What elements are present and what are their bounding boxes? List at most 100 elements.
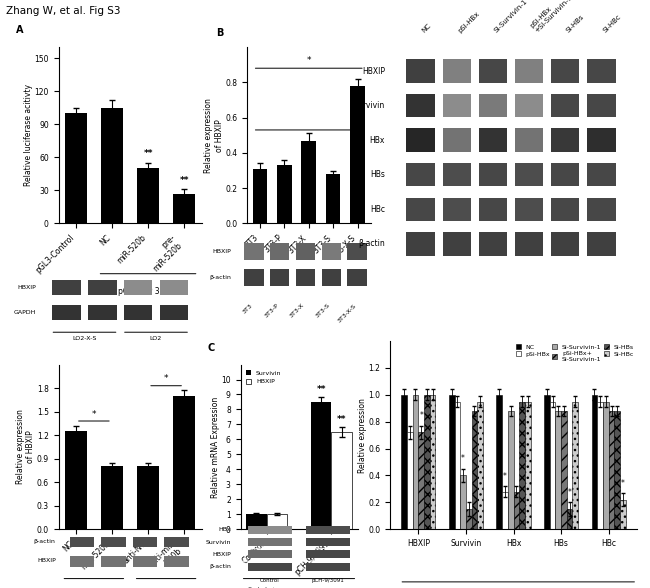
Text: HBXIP: HBXIP <box>37 558 56 563</box>
Text: -: - <box>317 587 320 588</box>
Y-axis label: Relative expression
of HBXIP: Relative expression of HBXIP <box>204 98 224 173</box>
Text: HBx: HBx <box>370 136 385 145</box>
Bar <box>248 563 292 571</box>
Text: HBXIP: HBXIP <box>213 249 231 254</box>
Bar <box>322 269 341 286</box>
Legend: NC, pSi-HBx, Si-Survivin-1, pSi-HBx+
Si-Survivin-1, Si-HBs, Si-HBc: NC, pSi-HBx, Si-Survivin-1, pSi-HBx+ Si-… <box>515 344 634 362</box>
Bar <box>253 169 267 223</box>
Text: Si-Survivin-1: Si-Survivin-1 <box>493 0 528 34</box>
Bar <box>477 402 483 529</box>
Text: β-actin: β-actin <box>34 539 56 544</box>
Bar <box>174 396 195 529</box>
Text: NC: NC <box>421 22 432 34</box>
Bar <box>497 395 502 529</box>
Text: Control: Control <box>248 587 267 588</box>
Bar <box>65 431 86 529</box>
Y-axis label: Relative expression
of HBXIP: Relative expression of HBXIP <box>16 409 35 485</box>
Text: Survivin: Survivin <box>206 540 231 544</box>
Bar <box>460 476 466 529</box>
Bar <box>519 402 525 529</box>
Text: HBx: HBx <box>218 527 231 532</box>
Text: C: C <box>208 343 215 353</box>
Text: 3T3: 3T3 <box>242 303 254 315</box>
Legend: Survivin, HBXIP: Survivin, HBXIP <box>244 368 284 387</box>
Text: 3T3-X: 3T3-X <box>289 303 306 319</box>
Bar <box>406 232 435 256</box>
Bar <box>270 269 289 286</box>
Bar <box>124 305 152 320</box>
Bar <box>296 243 315 260</box>
Bar <box>551 232 580 256</box>
Bar <box>101 466 123 529</box>
Bar <box>592 395 597 529</box>
Bar <box>443 128 471 152</box>
Bar <box>248 538 292 546</box>
Bar <box>160 305 188 320</box>
Bar <box>515 94 543 118</box>
Text: LO2: LO2 <box>150 336 162 342</box>
Bar <box>515 59 543 83</box>
Text: 3T3-X-S: 3T3-X-S <box>337 303 357 323</box>
Bar <box>525 402 530 529</box>
Bar <box>101 108 123 223</box>
Text: A: A <box>16 25 23 35</box>
Bar <box>603 402 608 529</box>
Bar <box>479 198 507 221</box>
Text: B: B <box>216 28 224 38</box>
Bar <box>454 402 460 529</box>
Text: Si-HBc: Si-HBc <box>602 14 622 34</box>
Text: 3T3-P: 3T3-P <box>264 303 280 319</box>
Text: *: * <box>419 412 423 420</box>
Bar <box>347 243 367 260</box>
Bar <box>443 94 471 118</box>
Bar <box>164 537 188 547</box>
Bar <box>608 411 614 529</box>
Bar <box>406 59 435 83</box>
Text: *: * <box>461 455 465 463</box>
Bar <box>479 59 507 83</box>
Bar <box>620 500 626 529</box>
Bar <box>424 395 430 529</box>
Bar <box>515 163 543 186</box>
Bar <box>277 165 292 223</box>
Text: *: * <box>503 472 507 481</box>
Bar <box>567 509 573 529</box>
Bar <box>266 514 287 529</box>
Bar <box>588 94 616 118</box>
Bar <box>164 556 188 567</box>
Bar <box>407 432 413 529</box>
Bar <box>65 113 86 223</box>
Text: β-actin: β-actin <box>358 239 385 248</box>
Bar <box>322 243 341 260</box>
Bar <box>306 550 350 559</box>
Text: **: ** <box>337 415 346 424</box>
Bar <box>551 198 580 221</box>
Text: β-actin: β-actin <box>209 564 231 569</box>
Text: +: + <box>270 587 276 588</box>
Text: LO2-X-S: LO2-X-S <box>72 336 97 342</box>
Text: *: * <box>621 479 625 487</box>
Y-axis label: Relative mRNA Expression: Relative mRNA Expression <box>211 396 220 497</box>
Bar <box>302 141 316 223</box>
Bar <box>101 537 125 547</box>
Bar <box>133 537 157 547</box>
Text: Control: Control <box>260 579 280 583</box>
Bar <box>551 59 580 83</box>
Bar <box>296 269 315 286</box>
Bar <box>133 556 157 567</box>
Text: pCH-9/3091: pCH-9/3091 <box>312 579 344 583</box>
Bar <box>515 232 543 256</box>
Bar <box>406 128 435 152</box>
Bar <box>430 395 436 529</box>
Bar <box>479 163 507 186</box>
Text: *: * <box>92 410 96 419</box>
Bar <box>508 411 514 529</box>
Bar <box>244 243 264 260</box>
Bar <box>466 509 472 529</box>
Text: *: * <box>307 56 311 65</box>
Bar <box>246 514 266 529</box>
Bar <box>502 492 508 529</box>
Bar <box>137 168 159 223</box>
Text: GAPDH: GAPDH <box>14 310 36 315</box>
Text: **: ** <box>317 385 326 394</box>
